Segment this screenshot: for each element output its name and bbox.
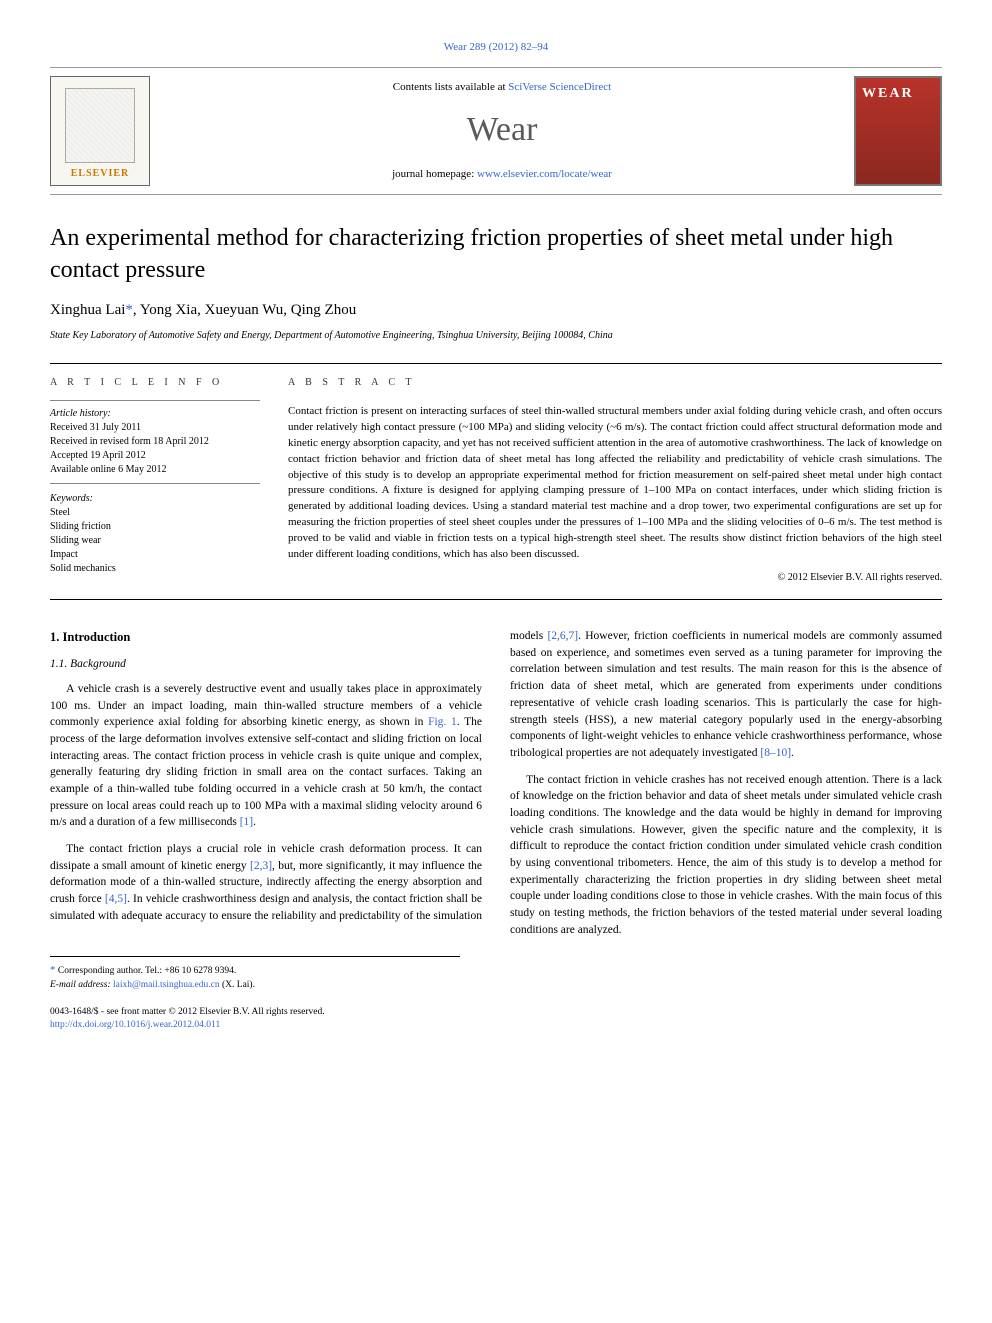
homepage-link[interactable]: www.elsevier.com/locate/wear [477,168,612,180]
citation-link[interactable]: [2,3] [250,860,272,872]
publisher-name: ELSEVIER [71,167,130,181]
page: Wear 289 (2012) 82–94 ELSEVIER Contents … [0,0,992,1073]
keyword: Sliding friction [50,520,260,534]
email-author: (X. Lai). [220,980,255,990]
header-ref-link[interactable]: Wear 289 (2012) 82–94 [444,41,549,53]
cover-text: WEAR [862,86,914,101]
email-link[interactable]: laixh@mail.tsinghua.edu.cn [113,980,220,990]
history-accepted: Accepted 19 April 2012 [50,449,260,463]
abstract-copyright: © 2012 Elsevier B.V. All rights reserved… [288,571,942,585]
page-footer: 0043-1648/$ - see front matter © 2012 El… [50,1006,942,1033]
author-link[interactable]: Xinghua Lai [50,302,125,318]
citation-link[interactable]: [1] [240,816,253,828]
header-reference: Wear 289 (2012) 82–94 [50,40,942,55]
keyword: Sliding wear [50,534,260,548]
author-link[interactable]: Xueyuan Wu [205,302,284,318]
sciencedirect-link[interactable]: SciVerse ScienceDirect [508,81,611,93]
corresponding-footnote: * Corresponding author. Tel.: +86 10 627… [50,963,460,978]
history-revised: Received in revised form 18 April 2012 [50,435,260,449]
text-run: . The process of the large deformation i… [50,716,482,828]
article-info: A R T I C L E I N F O Article history: R… [50,376,260,585]
star-icon: * [50,964,56,976]
figure-ref-link[interactable]: Fig. 1 [428,716,457,728]
citation-link[interactable]: [8–10] [760,747,791,759]
journal-name: Wear [150,106,854,154]
abstract-header: A B S T R A C T [288,376,942,390]
email-footnote: E-mail address: laixh@mail.tsinghua.edu.… [50,979,460,992]
section-heading: 1. Introduction [50,628,482,646]
citation-link[interactable]: [4,5] [105,893,127,905]
text-run: . However, friction coefficients in nume… [510,630,942,759]
keywords-label: Keywords: [50,492,260,506]
subsection-heading: 1.1. Background [50,656,482,673]
text-run: . [253,816,256,828]
masthead-center: Contents lists available at SciVerse Sci… [150,80,854,182]
email-label: E-mail address: [50,980,111,990]
history-label: Article history: [50,407,260,421]
corresponding-star-icon[interactable]: * [125,302,133,318]
history-received: Received 31 July 2011 [50,421,260,435]
issn-line: 0043-1648/$ - see front matter © 2012 El… [50,1006,942,1019]
footnotes: * Corresponding author. Tel.: +86 10 627… [50,956,460,992]
author-link[interactable]: Yong Xia [140,302,197,318]
abstract: A B S T R A C T Contact friction is pres… [288,376,942,585]
text-run: A vehicle crash is a severely destructiv… [50,683,482,728]
contents-prefix: Contents lists available at [393,81,508,93]
homepage-line: journal homepage: www.elsevier.com/locat… [150,167,854,182]
masthead: ELSEVIER Contents lists available at Sci… [50,67,942,195]
corr-text: Corresponding author. Tel.: +86 10 6278 … [58,966,236,976]
abstract-text: Contact friction is present on interacti… [288,404,942,563]
contents-line: Contents lists available at SciVerse Sci… [150,80,854,95]
keyword: Impact [50,548,260,562]
citation-link[interactable]: [2,6,7] [547,630,578,642]
body-paragraph: A vehicle crash is a severely destructiv… [50,681,482,831]
elsevier-tree-icon [65,88,135,163]
affiliation: State Key Laboratory of Automotive Safet… [50,329,942,343]
homepage-prefix: journal homepage: [392,168,477,180]
article-info-header: A R T I C L E I N F O [50,376,260,390]
doi-link[interactable]: http://dx.doi.org/10.1016/j.wear.2012.04… [50,1020,220,1030]
text-run: . [791,747,794,759]
body-paragraph: The contact friction in vehicle crashes … [510,772,942,939]
journal-cover-thumb[interactable]: WEAR [854,76,942,186]
author-link[interactable]: Qing Zhou [291,302,356,318]
article-title: An experimental method for characterizin… [50,223,942,285]
publisher-logo[interactable]: ELSEVIER [50,76,150,186]
history-online: Available online 6 May 2012 [50,463,260,477]
meta-abstract-row: A R T I C L E I N F O Article history: R… [50,363,942,600]
body-columns: 1. Introduction 1.1. Background A vehicl… [50,628,942,938]
author-list: Xinghua Lai*, Yong Xia, Xueyuan Wu, Qing… [50,300,942,321]
keyword: Steel [50,506,260,520]
keyword: Solid mechanics [50,562,260,576]
